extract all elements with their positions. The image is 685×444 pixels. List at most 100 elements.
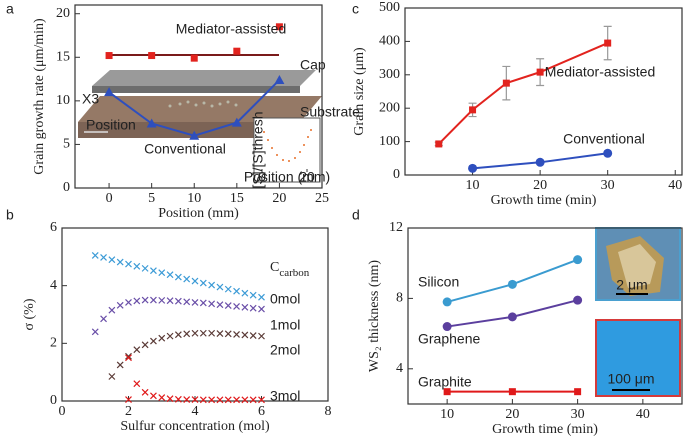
marker	[258, 305, 265, 313]
marker	[573, 255, 583, 265]
marker	[249, 332, 257, 339]
illustration	[78, 54, 322, 183]
legend-title-sub: carbon	[279, 267, 309, 279]
y-axis-title: Grain size (μm)	[352, 47, 367, 136]
marker	[604, 39, 612, 47]
marker	[158, 296, 166, 304]
x-tick-label: 4	[192, 404, 199, 419]
marker	[183, 275, 191, 283]
marker	[224, 396, 232, 404]
x-tick-label: 10	[466, 178, 480, 193]
marker	[105, 52, 113, 60]
marker	[216, 283, 224, 291]
marker	[183, 298, 191, 306]
plot-frame	[404, 7, 683, 176]
annotation: Substrate	[300, 104, 360, 120]
marker	[125, 260, 132, 268]
marker	[199, 396, 207, 404]
marker	[104, 87, 115, 97]
marker	[100, 315, 107, 323]
marker	[249, 396, 257, 404]
marker	[199, 299, 207, 307]
marker	[166, 332, 174, 340]
marker	[125, 354, 132, 362]
marker	[258, 396, 265, 404]
series-label: Conventional	[563, 131, 645, 147]
marker	[108, 306, 116, 314]
legend-title-main: C	[270, 260, 279, 275]
y-tick-label: 100	[379, 134, 400, 149]
marker	[435, 140, 443, 148]
y-tick-label: 200	[379, 100, 400, 115]
marker	[199, 279, 207, 287]
series-label: 1mol	[270, 317, 300, 333]
y-tick-label: 15	[56, 50, 70, 65]
marker	[141, 264, 149, 272]
marker	[174, 395, 182, 403]
y-tick-label: 12	[389, 220, 403, 235]
marker	[150, 392, 157, 400]
marker	[241, 303, 249, 311]
marker	[249, 304, 257, 312]
x-tick-label: 2	[125, 404, 132, 419]
series-label: Silicon	[418, 274, 459, 290]
marker	[536, 68, 544, 76]
marker	[231, 117, 242, 127]
marker	[574, 388, 582, 396]
series-label: 0mol	[270, 291, 300, 307]
y-axis-title: WS₂ thickness (nm)	[367, 260, 382, 373]
y-axis-title: Grain growth rate (μm/min)	[32, 18, 47, 175]
marker	[216, 330, 224, 337]
marker	[443, 388, 451, 396]
marker	[241, 331, 249, 339]
y-tick-label: 4	[396, 361, 403, 376]
marker	[468, 163, 478, 173]
marker	[108, 373, 116, 380]
x-tick-label: 25	[315, 191, 329, 206]
marker	[125, 396, 132, 403]
y-tick-label: 6	[50, 220, 57, 235]
x-tick-label: 30	[601, 178, 615, 193]
marker	[233, 396, 240, 404]
marker	[258, 293, 265, 301]
marker	[191, 329, 199, 337]
series-label: Graphite	[418, 374, 472, 390]
x-tick-label: 6	[258, 404, 265, 419]
y-tick-label: 20	[56, 6, 70, 21]
marker	[502, 79, 510, 87]
marker	[116, 301, 124, 309]
y-tick-label: 500	[379, 0, 400, 15]
x-tick-label: 15	[230, 191, 244, 206]
inset-tick-label: 20	[299, 169, 315, 185]
marker	[150, 267, 157, 275]
marker	[442, 322, 452, 332]
marker	[191, 396, 199, 403]
marker	[216, 396, 224, 404]
inset-tick-label: 0	[258, 169, 266, 185]
x-tick-label: 10	[187, 191, 201, 206]
marker	[166, 271, 174, 279]
marker	[199, 329, 207, 337]
marker	[208, 329, 216, 337]
marker	[133, 380, 141, 388]
y-tick-label: 2	[50, 336, 57, 351]
annotation: 2 μm	[616, 277, 647, 293]
micrograph	[595, 227, 681, 397]
inset-x-title: Position (mm)	[244, 169, 330, 185]
marker	[224, 285, 232, 293]
marker	[535, 157, 545, 167]
marker	[258, 332, 265, 340]
y-tick-label: 300	[379, 67, 400, 82]
inset-y-title: [S]/[S]thresh	[250, 111, 266, 188]
x-tick-label: 40	[636, 407, 650, 422]
marker	[91, 251, 99, 259]
y-tick-label: 8	[396, 291, 403, 306]
marker	[183, 330, 191, 338]
y-axis-title: σ (%)	[22, 298, 37, 330]
panel-label: c	[352, 1, 359, 17]
marker	[274, 74, 285, 84]
plot-frame	[61, 227, 329, 402]
panel-label: b	[6, 207, 14, 223]
marker	[174, 331, 182, 339]
